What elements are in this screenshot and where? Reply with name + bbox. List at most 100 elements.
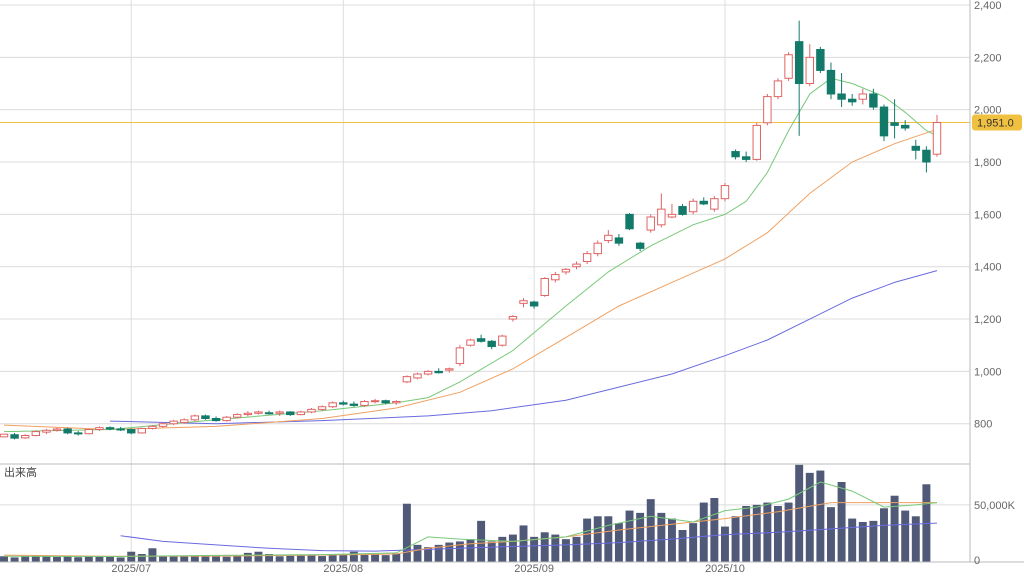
candle-body [847, 98, 857, 103]
volume-bar [434, 544, 443, 562]
price-tick-label: 1,000 [974, 366, 1002, 378]
candle-body [466, 339, 475, 346]
volume-bar [265, 554, 274, 562]
candle-down [529, 300, 539, 309]
candle-body [869, 93, 878, 108]
candle-body [572, 263, 581, 268]
volume-bar [74, 557, 83, 562]
candle-body [561, 268, 571, 273]
volume-bar [296, 555, 305, 562]
last-price-badge [972, 114, 1022, 131]
volume-bar [848, 518, 857, 562]
candle-body [52, 428, 62, 431]
volume-bar [212, 556, 221, 562]
last-price-label: 1,951.0 [977, 118, 1014, 130]
candle-up [519, 298, 528, 308]
volume-bar [424, 547, 433, 562]
volume-bar [710, 498, 719, 562]
candle-body [699, 200, 708, 205]
candle-body [392, 400, 401, 404]
candle-up [508, 315, 518, 322]
volume-bar [487, 541, 496, 562]
price-tick-label: 1,200 [974, 314, 1002, 326]
candle-down [890, 99, 899, 139]
candle-up [328, 401, 337, 409]
volume-bar [837, 482, 846, 562]
volume-bar [84, 556, 93, 562]
volume-bar [572, 536, 581, 562]
candle-up [222, 415, 231, 422]
candle-body [519, 300, 528, 304]
candle-body [264, 412, 274, 415]
volume-layer [0, 464, 938, 562]
volume-bar [413, 544, 422, 562]
candle-body [423, 370, 433, 375]
volume-bar [890, 495, 899, 562]
candle-up [752, 122, 761, 161]
candle-body [678, 206, 687, 215]
volume-bar [42, 556, 51, 562]
candle-body [339, 402, 348, 405]
candle-body [508, 315, 518, 320]
candle-body [254, 411, 263, 414]
candle-body [31, 431, 41, 437]
volume-bar [53, 556, 61, 562]
candle-body [413, 373, 422, 379]
candle-body [233, 414, 242, 418]
candle-down [922, 146, 931, 173]
candle-body [784, 54, 793, 79]
volume-bar [63, 556, 72, 562]
candle-up [52, 427, 62, 432]
volume-bar [498, 536, 507, 562]
candle-up [445, 367, 454, 373]
candle-down [816, 46, 825, 74]
candle-body [763, 96, 772, 124]
volume-bar [657, 512, 666, 562]
candle-down [741, 151, 751, 163]
candle-up [190, 414, 200, 422]
candle-down [837, 73, 846, 108]
candle-up [402, 375, 412, 384]
candle-up [932, 114, 942, 157]
volume-bar [169, 556, 178, 562]
candle-down [434, 368, 443, 374]
candle-down [487, 339, 496, 350]
candle-body [773, 80, 783, 98]
volume-bar [318, 556, 327, 562]
volume-bar [795, 464, 804, 562]
candle-body [169, 420, 178, 425]
candle-body [328, 402, 337, 408]
candle-up [20, 434, 30, 439]
candle-body [381, 400, 390, 404]
volume-bar [159, 556, 168, 562]
volume-bar [466, 539, 475, 562]
candle-up [169, 419, 178, 426]
candle-body [879, 106, 889, 137]
price-tick-label: 800 [974, 419, 992, 431]
volume-bar [31, 555, 40, 562]
volume-bar [201, 555, 210, 562]
volume-bar [858, 522, 867, 562]
volume-ma-short-line [3, 481, 938, 558]
candle-up [158, 422, 168, 428]
candle-down [879, 104, 889, 142]
candle-body [911, 145, 921, 151]
candle-body [95, 427, 104, 431]
price-tick-label: 2,200 [974, 52, 1002, 64]
candle-body [625, 213, 634, 230]
candle-body [805, 56, 814, 85]
candle-body [498, 335, 507, 346]
candlestick-layer [0, 20, 942, 440]
price-tick-label: 2,000 [974, 105, 1002, 117]
candle-down [264, 410, 274, 415]
candle-down [476, 334, 486, 343]
volume-bar [689, 523, 698, 562]
volume-bar [360, 554, 369, 562]
candle-body [794, 41, 804, 85]
candle-up [773, 78, 783, 100]
candle-body [20, 435, 30, 439]
candle-down [105, 426, 115, 431]
volume-bar [402, 503, 411, 562]
candle-body [349, 403, 359, 406]
candle-up [413, 372, 422, 380]
